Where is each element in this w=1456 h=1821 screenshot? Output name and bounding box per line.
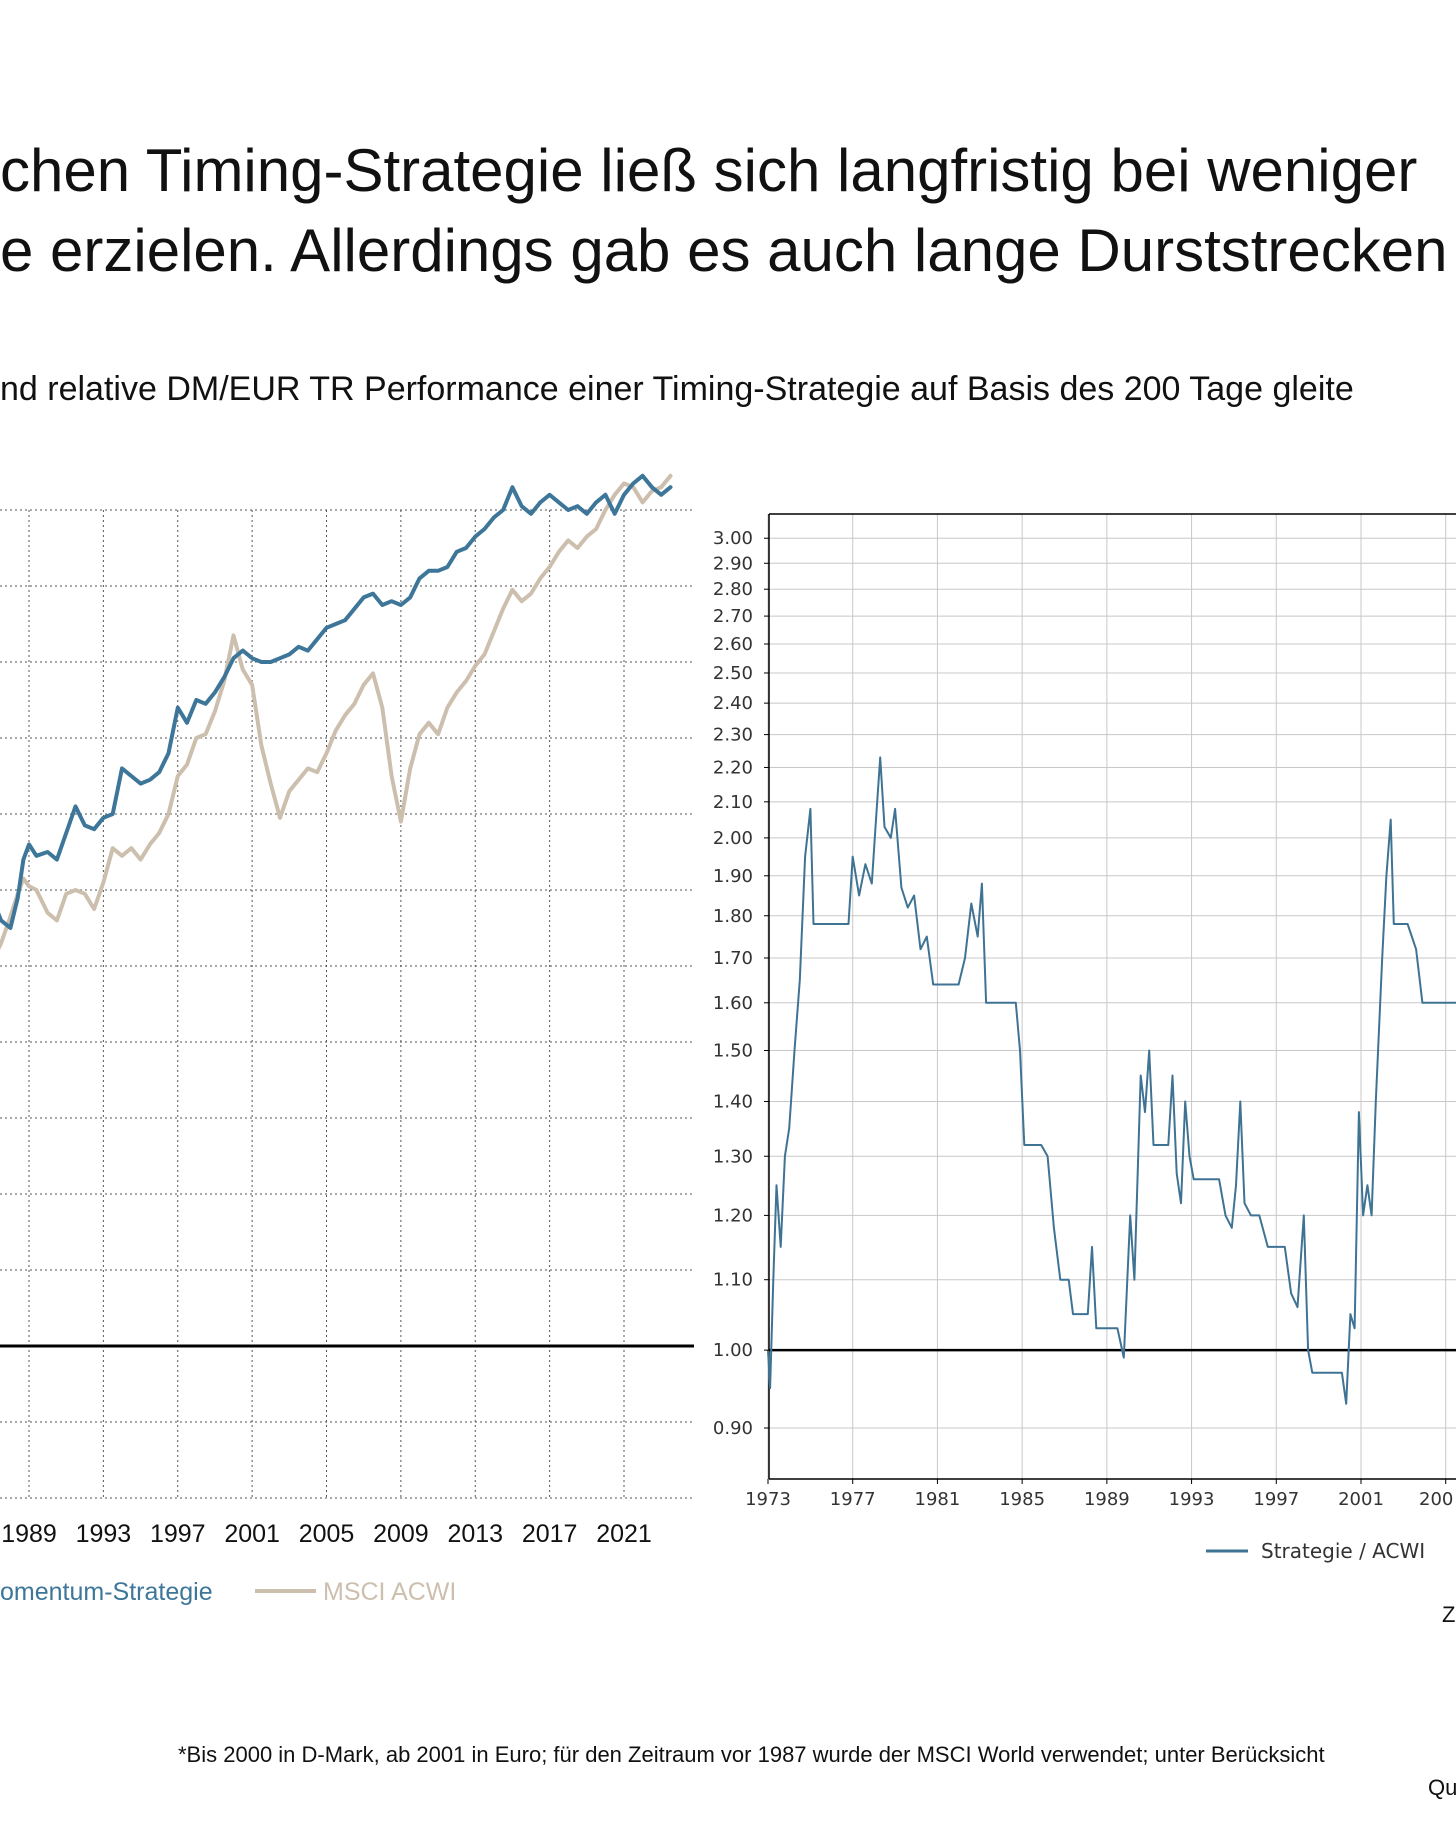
left-grid <box>0 509 694 1499</box>
chart-subtitle: nd relative DM/EUR TR Performance einer … <box>0 370 1354 408</box>
right-y-tick-label: 1.60 <box>713 993 753 1014</box>
right-series <box>767 756 1456 1405</box>
right-y-tick-label: 2.40 <box>713 693 753 714</box>
right-axes: 0.90 1.00 1.10 1.20 1.30 1.40 1.50 1.60 1.70 1.80… <box>713 528 1453 1510</box>
left-x-tick-label: 2021 <box>596 1520 652 1548</box>
left-x-tick-label: 1989 <box>1 1520 57 1548</box>
right-y-tick-label: 2.30 <box>713 725 753 746</box>
left-x-tick-label: 2001 <box>224 1520 280 1548</box>
legend-label-acwi: MSCI ACWI <box>323 1578 456 1606</box>
right-y-tick-label: 2.70 <box>713 606 753 627</box>
ratio-series-line <box>767 756 1456 1405</box>
strategy-series-line <box>0 473 673 930</box>
right-grid <box>767 513 1456 1480</box>
right-y-tick-label: 1.50 <box>713 1040 753 1061</box>
footnote-line-2: Qu <box>1428 1775 1456 1800</box>
right-y-tick-label: 1.90 <box>713 866 753 887</box>
right-x-tick-label: 1973 <box>745 1489 791 1510</box>
right-y-tick-label: 1.30 <box>713 1146 753 1167</box>
right-y-tick-label: 2.60 <box>713 634 753 655</box>
right-x-tick-label: 1989 <box>1084 1489 1130 1510</box>
right-y-tick-label: 2.50 <box>713 663 753 684</box>
right-y-tick-label: 1.80 <box>713 906 753 927</box>
right-y-tick-label: 1.10 <box>713 1270 753 1291</box>
left-series <box>0 473 673 950</box>
cut-off-label: Z <box>1442 1602 1456 1627</box>
right-x-tick-label: 1993 <box>1169 1489 1215 1510</box>
footnote-line-1: *Bis 2000 in D-Mark, ab 2001 in Euro; fü… <box>178 1742 1325 1767</box>
right-y-tick-label: 2.90 <box>713 553 753 574</box>
right-y-tick-label: 2.00 <box>713 828 753 849</box>
right-x-tick-label: 1981 <box>915 1489 961 1510</box>
headline-line-1: chen Timing-Strategie ließ sich langfris… <box>0 137 1418 204</box>
right-y-tick-label: 2.80 <box>713 579 753 600</box>
right-x-tick-label: 1985 <box>999 1489 1045 1510</box>
headline-line-2: e erzielen. Allerdings gab es auch lange… <box>0 217 1448 284</box>
right-y-tick-label: 1.00 <box>713 1340 753 1361</box>
left-x-tick-label: 1997 <box>150 1520 206 1548</box>
acwi-series-line <box>0 473 673 950</box>
left-x-tick-label: 1993 <box>76 1520 132 1548</box>
legend-label-strategy: omentum-Strategie <box>0 1578 213 1606</box>
right-y-tick-label: 1.20 <box>713 1205 753 1226</box>
left-performance-chart: 1989 1993 1997 2001 2005 2009 2013 2017 2021 ome… <box>0 473 694 1606</box>
right-x-tick-label: 200 <box>1419 1489 1453 1510</box>
left-x-tick-label: 2013 <box>447 1520 503 1548</box>
right-ratio-chart: 0.90 1.00 1.10 1.20 1.30 1.40 1.50 1.60 1.70 1.80… <box>713 513 1456 1563</box>
left-x-tick-label: 2009 <box>373 1520 429 1548</box>
right-x-tick-label: 1997 <box>1253 1489 1299 1510</box>
right-y-tick-label: 0.90 <box>713 1418 753 1439</box>
right-x-tick-label: 2001 <box>1338 1489 1384 1510</box>
right-y-tick-label: 3.00 <box>713 528 753 549</box>
right-legend: Strategie / ACWI <box>1206 1539 1425 1563</box>
left-x-tick-label: 2017 <box>522 1520 578 1548</box>
right-y-tick-label: 2.20 <box>713 757 753 778</box>
right-y-tick-label: 1.40 <box>713 1091 753 1112</box>
left-legend: omentum-Strategie MSCI ACWI <box>0 1578 456 1606</box>
left-x-axis: 1989 1993 1997 2001 2005 2009 2013 2017 2021 <box>1 1520 652 1548</box>
right-y-tick-label: 1.70 <box>713 948 753 969</box>
left-x-tick-label: 2005 <box>299 1520 355 1548</box>
legend-label-ratio: Strategie / ACWI <box>1261 1539 1425 1563</box>
right-y-tick-label: 2.10 <box>713 792 753 813</box>
right-x-tick-label: 1977 <box>830 1489 876 1510</box>
